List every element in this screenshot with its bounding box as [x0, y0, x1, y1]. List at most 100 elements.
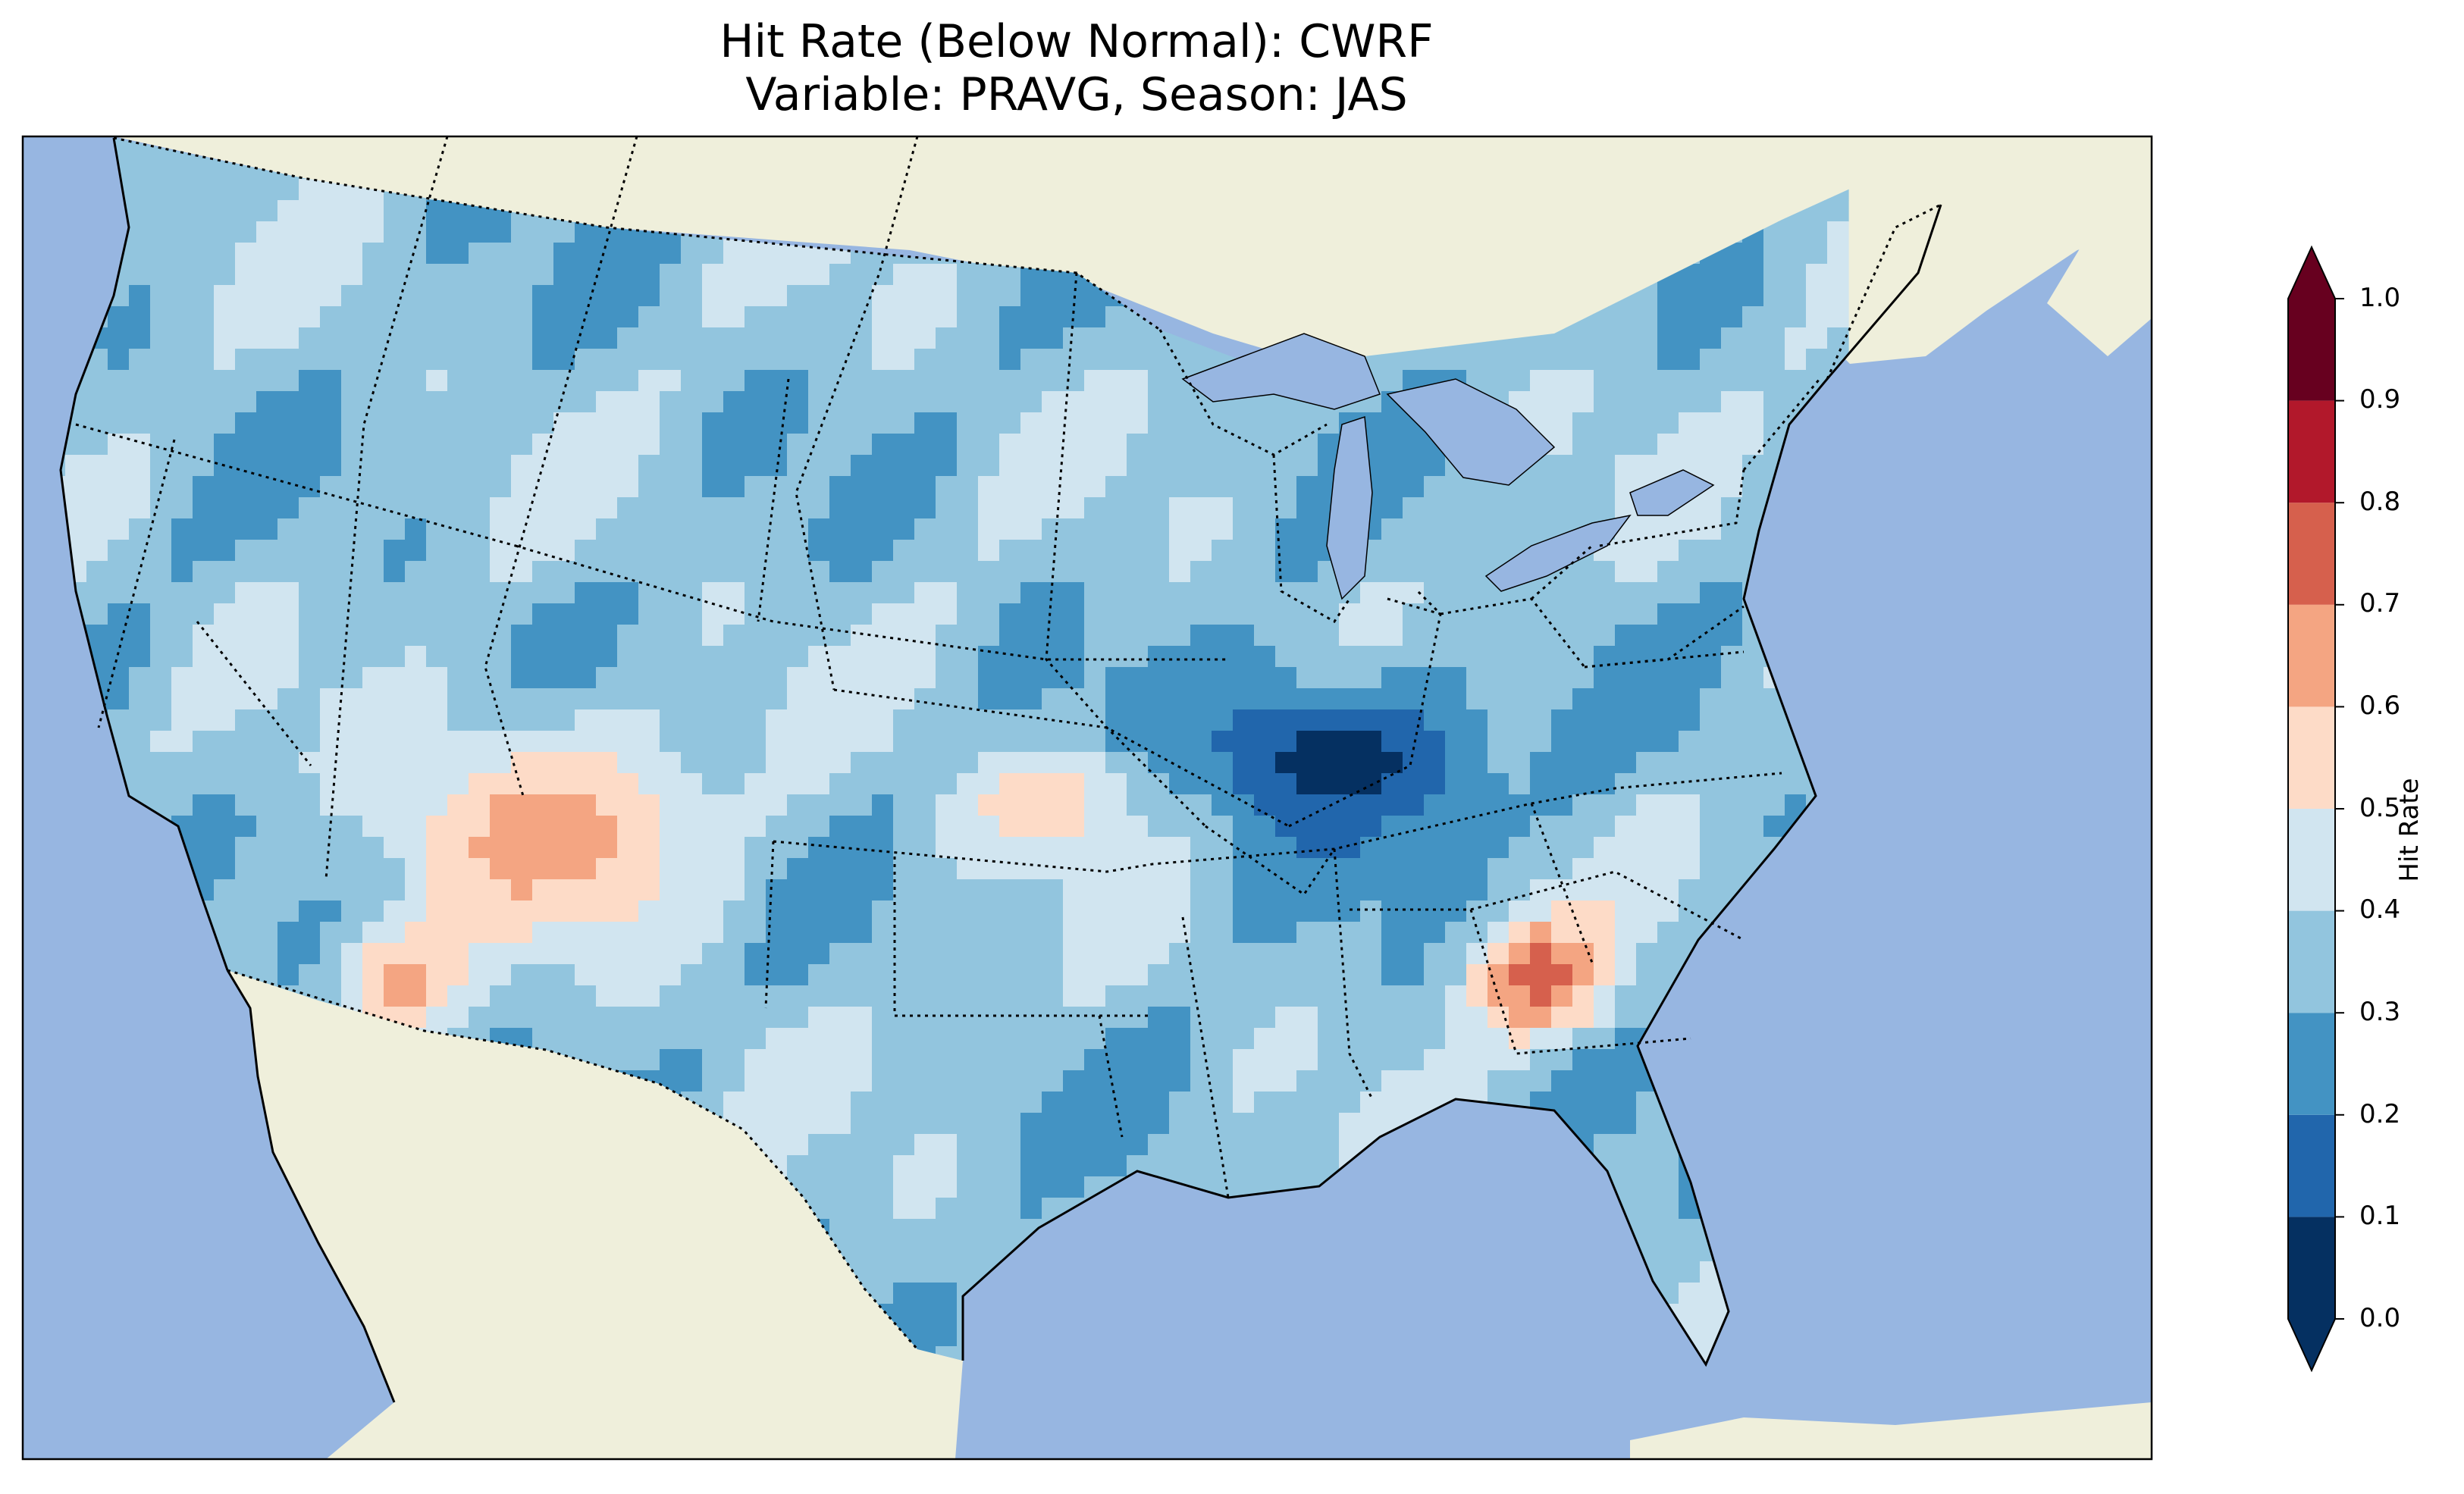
field-cell	[1233, 625, 1255, 647]
field-cell	[1466, 603, 1488, 625]
field-cell	[214, 349, 236, 371]
field-cell	[277, 900, 299, 922]
field-cell	[405, 497, 427, 519]
field-cell	[1254, 1134, 1276, 1156]
field-cell	[447, 667, 469, 689]
field-cell	[1445, 879, 1467, 901]
field-cell	[1105, 731, 1127, 753]
field-cell	[723, 412, 745, 434]
field-cell	[1105, 794, 1127, 816]
field-cell	[1105, 752, 1127, 774]
field-cell	[1615, 370, 1637, 392]
field-cell	[936, 688, 958, 710]
field-cell	[617, 752, 639, 774]
field-cell	[1084, 1070, 1106, 1092]
field-cell	[1466, 540, 1488, 562]
field-cell	[851, 1134, 873, 1156]
field-cell	[745, 1007, 766, 1029]
field-cell	[1169, 476, 1191, 498]
field-cell	[150, 221, 172, 243]
field-cell	[1296, 1155, 1318, 1177]
field-cell	[1127, 603, 1149, 625]
field-cell	[1615, 900, 1637, 922]
field-cell	[1742, 646, 1764, 668]
field-cell	[1020, 582, 1042, 604]
field-cell	[1127, 752, 1149, 774]
field-cell	[277, 879, 299, 901]
field-cell	[723, 709, 745, 731]
field-cell	[1700, 667, 1722, 689]
field-cell	[1742, 391, 1764, 413]
field-cell	[702, 858, 724, 880]
field-cell	[511, 731, 533, 753]
field-cell	[1275, 625, 1297, 647]
field-cell	[447, 943, 469, 965]
field-cell	[1020, 285, 1042, 307]
field-cell	[1721, 518, 1743, 540]
field-cell	[1636, 858, 1658, 880]
field-cell	[1148, 1134, 1170, 1156]
field-cell	[766, 879, 788, 901]
field-cell	[1700, 434, 1722, 456]
field-cell	[978, 1092, 1000, 1113]
field-cell	[1424, 349, 1446, 371]
field-cell	[426, 221, 448, 243]
field-cell	[447, 1007, 469, 1029]
field-cell	[1275, 837, 1297, 859]
field-cell	[1466, 985, 1488, 1007]
field-cell	[596, 1028, 618, 1050]
field-cell	[447, 349, 469, 371]
field-cell	[957, 1198, 979, 1220]
field-cell	[893, 603, 915, 625]
field-cell	[1381, 709, 1403, 731]
field-cell	[936, 327, 958, 349]
field-cell	[1296, 879, 1318, 901]
field-cell	[532, 816, 554, 838]
field-cell	[766, 688, 788, 710]
field-cell	[320, 434, 342, 456]
field-cell	[1679, 412, 1701, 434]
field-cell	[277, 858, 299, 880]
field-cell	[1233, 773, 1255, 795]
field-cell	[936, 561, 958, 583]
field-cell	[362, 455, 384, 477]
field-cell	[914, 1049, 936, 1071]
field-cell	[1381, 667, 1403, 689]
field-cell	[638, 518, 660, 540]
field-cell	[1636, 434, 1658, 456]
field-cell	[1445, 476, 1467, 498]
field-cell	[617, 646, 639, 668]
field-cell	[1763, 412, 1785, 434]
field-cell	[341, 837, 363, 859]
field-cell	[957, 922, 979, 944]
field-cell	[766, 518, 788, 540]
field-cell	[872, 731, 894, 753]
field-cell	[532, 858, 554, 880]
field-cell	[1127, 1049, 1149, 1071]
field-cell	[1615, 667, 1637, 689]
field-cell	[1594, 561, 1616, 583]
field-cell	[277, 221, 299, 243]
field-cell	[490, 922, 512, 944]
field-cell	[702, 688, 724, 710]
field-cell	[1572, 964, 1594, 986]
field-cell	[214, 327, 236, 349]
field-cell	[553, 243, 575, 265]
field-cell	[1254, 1155, 1276, 1177]
field-cell	[1212, 858, 1234, 880]
field-cell	[596, 434, 618, 456]
field-cell	[1042, 1176, 1064, 1198]
field-cell	[1212, 1134, 1234, 1156]
field-cell	[660, 858, 682, 880]
field-cell	[1275, 476, 1297, 498]
field-cell	[1572, 349, 1594, 371]
field-cell	[660, 518, 682, 540]
field-cell	[405, 327, 427, 349]
field-cell	[1084, 391, 1106, 413]
field-cell	[1105, 985, 1127, 1007]
field-cell	[638, 625, 660, 647]
field-cell	[553, 582, 575, 604]
field-cell	[1424, 943, 1446, 965]
field-cell	[1679, 816, 1701, 838]
field-cell	[553, 561, 575, 583]
